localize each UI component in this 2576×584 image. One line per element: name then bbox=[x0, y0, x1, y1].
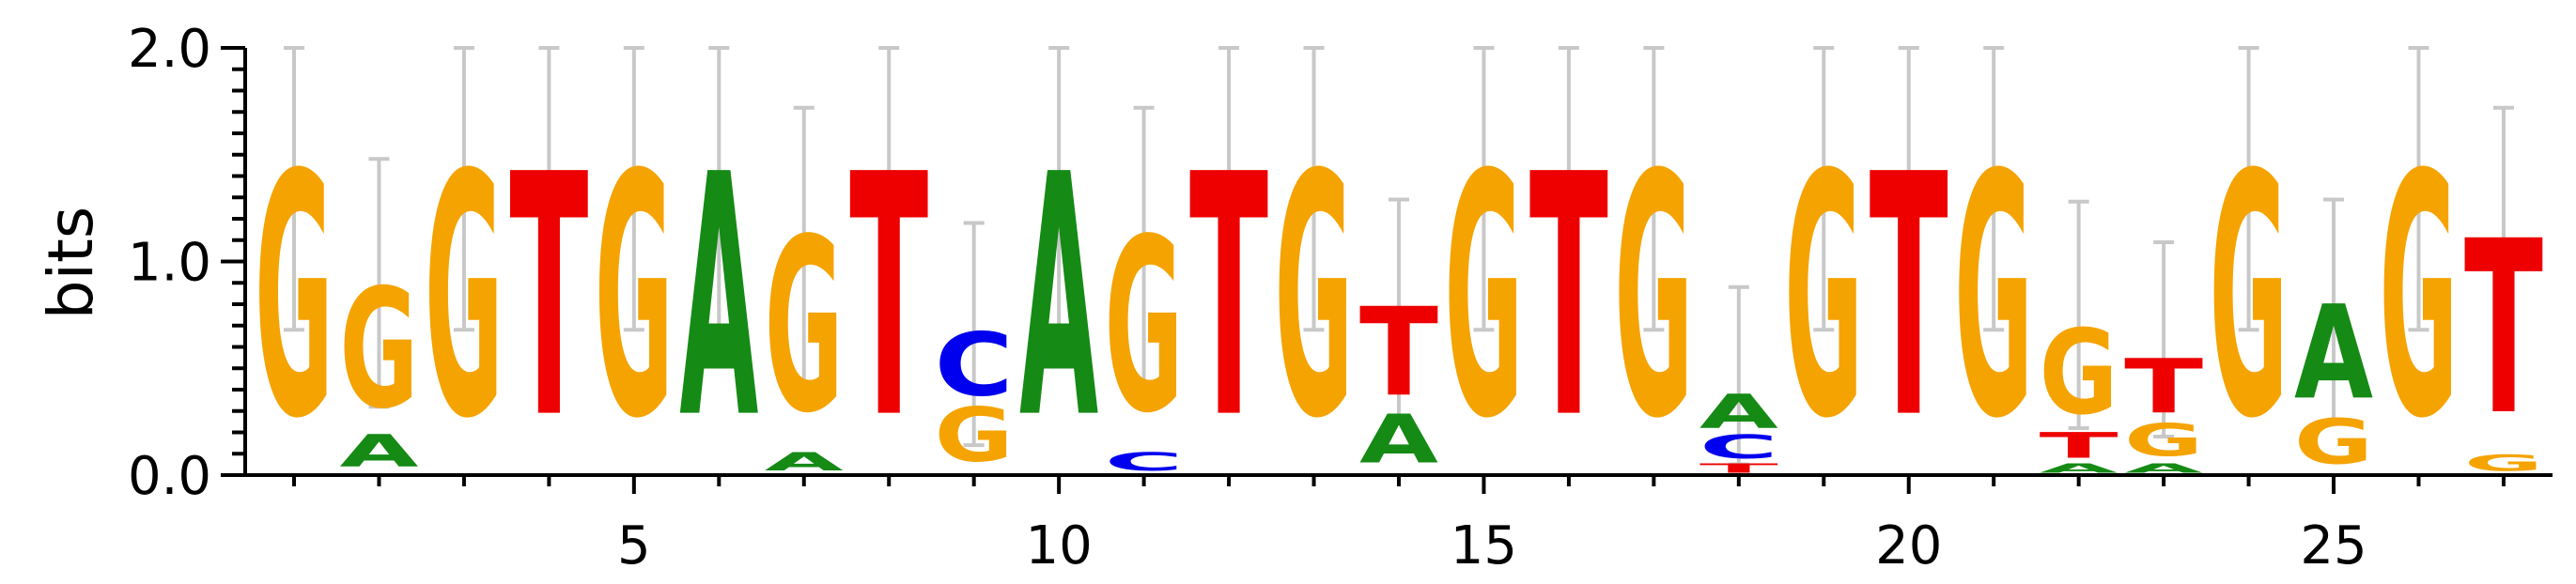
x-tick-label: 10 bbox=[1026, 515, 1093, 576]
y-tick-label: 1.0 bbox=[128, 233, 211, 294]
logo-letter-T: T bbox=[849, 104, 929, 492]
logo-letter-A: A bbox=[1699, 384, 1779, 438]
logo-letter-G: G bbox=[1275, 104, 1354, 492]
logo-letter-A: A bbox=[1019, 104, 1099, 491]
y-ticks: 0.0 1.0 2.0 bbox=[128, 19, 245, 507]
logo-letter-G: G bbox=[2210, 104, 2289, 492]
logo-letter-T: T bbox=[2464, 192, 2543, 469]
logo-letter-G: G bbox=[255, 104, 334, 492]
logo-letter-G: G bbox=[425, 104, 504, 492]
x-tick-label: 5 bbox=[617, 515, 651, 576]
logo-letter-A: A bbox=[2294, 279, 2373, 429]
y-tick-label: 2.0 bbox=[128, 19, 211, 80]
x-tick-label: 20 bbox=[1875, 515, 1942, 576]
logo-letter-T: T bbox=[1870, 104, 1949, 492]
logo-letter-T: T bbox=[509, 104, 589, 492]
logo-letter-G: G bbox=[1444, 104, 1523, 492]
logo-letter-G: G bbox=[765, 188, 844, 466]
logo-letter-T: T bbox=[1359, 282, 1438, 423]
y-tick-label: 0.0 bbox=[128, 446, 211, 507]
x-tick-label: 25 bbox=[2300, 515, 2367, 576]
logo-letter-A: A bbox=[679, 104, 759, 491]
logo-letter-T: T bbox=[2124, 344, 2203, 430]
logo-letter-G: G bbox=[339, 254, 418, 445]
logo-letter-G: G bbox=[1105, 188, 1184, 466]
logo-letter-G: G bbox=[1614, 104, 1693, 492]
logo-letter-G: G bbox=[2040, 304, 2118, 440]
logo-letter-G: G bbox=[2380, 104, 2459, 492]
logo-letter-G: G bbox=[1784, 104, 1863, 492]
logo-letter-G: G bbox=[595, 104, 674, 492]
logo-letter-T: T bbox=[1189, 104, 1269, 492]
y-axis-label: bits bbox=[35, 207, 107, 320]
x-tick-label: 15 bbox=[1451, 515, 1517, 576]
logo-letter-G: G bbox=[1954, 104, 2033, 492]
logo-letter-T: T bbox=[1529, 104, 1609, 492]
logo-letter-C: C bbox=[935, 314, 1014, 416]
